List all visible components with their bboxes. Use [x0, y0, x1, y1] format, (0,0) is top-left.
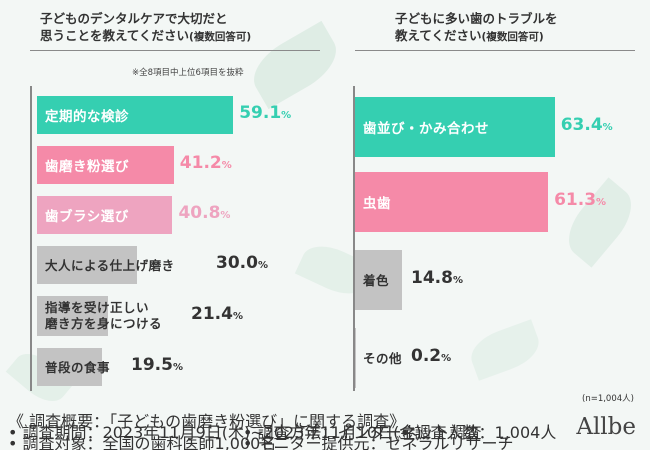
bar-label: 歯ブラシ選び: [45, 209, 129, 225]
right-title-rule: [355, 50, 635, 51]
footer-target: • 調査対象：全国の歯科医師1,000名: [8, 434, 277, 450]
footer-provider: • モニター提供元：ゼネラルリサーチ: [243, 434, 514, 450]
bar-value-label: 0.2%: [411, 346, 451, 366]
right-panel-title: 子どもに多い歯のトラブルを 教えてください(複数回答可): [395, 10, 558, 46]
value-unit: %: [221, 160, 232, 171]
left-title-sub: (複数回答可): [189, 31, 252, 43]
value-unit: %: [281, 110, 292, 121]
value-unit: %: [172, 362, 183, 373]
bar: [37, 196, 173, 234]
bar: [37, 96, 234, 134]
bar-label: 歯並び・かみ合わせ: [363, 121, 489, 137]
bar-value-label: 30.0%: [216, 253, 268, 273]
bar: [37, 246, 137, 284]
bar-label: 虫歯: [363, 196, 391, 212]
bar-label-line: 磨き方を身につける: [45, 316, 163, 331]
footer-period: • 調査期間：2023年11月9日(木)~2023年11月10日(金): [8, 423, 422, 442]
left-title-rule: [30, 50, 320, 51]
footer-count: • 調査人数：1,004人: [400, 423, 557, 442]
left-panel-title: 子どものデンタルケアで大切だと 思うことを教えてください(複数回答可): [40, 10, 251, 46]
allbe-logo: Allbe: [576, 414, 636, 440]
value-number: 30.0: [216, 253, 258, 273]
bar-value-label: 63.4%: [561, 115, 613, 135]
bar-value-label: 14.8%: [411, 268, 463, 288]
value-number: 41.2: [179, 153, 222, 173]
right-title-line2: 教えてください: [395, 28, 482, 43]
value-number: 0.2: [411, 346, 442, 366]
right-title-sub: (複数回答可): [481, 31, 544, 43]
bar: [355, 328, 356, 388]
left-note: ※全8項目中上位6項目を抜粋: [132, 68, 244, 78]
left-title-line2: 思うことを教えてください: [40, 28, 190, 43]
right-axis: [353, 86, 355, 391]
value-unit: %: [596, 197, 607, 208]
bar-value-label: 21.4%: [191, 304, 243, 324]
bar-value-label: 41.2%: [180, 153, 232, 173]
background-leaf: [243, 20, 347, 110]
value-number: 21.4: [191, 304, 233, 324]
value-number: 61.3: [554, 190, 597, 210]
value-number: 63.4: [560, 115, 603, 135]
value-unit: %: [602, 122, 613, 133]
value-number: 40.8: [178, 203, 221, 223]
value-unit: %: [441, 353, 452, 364]
bar-label: 着色: [363, 273, 390, 288]
left-title-line1: 子どものデンタルケアで大切だと: [40, 11, 228, 26]
value-number: 19.5: [131, 355, 173, 375]
right-title-line1: 子どもに多い歯のトラブルを: [395, 11, 558, 26]
bar: [37, 296, 109, 336]
bar: [37, 348, 102, 386]
value-number: 59.1: [239, 103, 282, 123]
value-number: 14.8: [411, 268, 453, 288]
value-unit: %: [232, 311, 243, 322]
bar-label: 普段の食事: [45, 360, 111, 375]
bar-label: 大人による仕上げ磨き: [45, 258, 175, 273]
value-unit: %: [452, 275, 463, 286]
bar-value-label: 59.1%: [239, 103, 291, 123]
bar: [37, 146, 174, 184]
bar-value-label: 61.3%: [554, 190, 606, 210]
value-unit: %: [257, 260, 268, 271]
n-label: (n=1,004人): [582, 394, 634, 404]
background-leaf: [465, 319, 545, 381]
bar-label: 指導を受け正しい 磨き方を身につける: [45, 300, 162, 332]
bar-label: その他: [363, 351, 403, 366]
bar-label: 定期的な検診: [45, 109, 129, 125]
value-unit: %: [220, 210, 231, 221]
left-axis: [30, 86, 32, 391]
footer-summary: 《 調査概要：「子どもの歯磨き粉選び」に関する調査》: [8, 412, 406, 431]
bar: [355, 250, 402, 310]
bar: [355, 172, 549, 232]
bar-value-label: 40.8%: [178, 203, 230, 223]
bar-label: 歯磨き粉選び: [45, 159, 129, 175]
bar-label-line: 指導を受け正しい: [45, 300, 150, 315]
bar-value-label: 19.5%: [131, 355, 183, 375]
footer-method: • 調査方法：インターネット調査: [243, 423, 482, 442]
bar: [355, 97, 555, 157]
